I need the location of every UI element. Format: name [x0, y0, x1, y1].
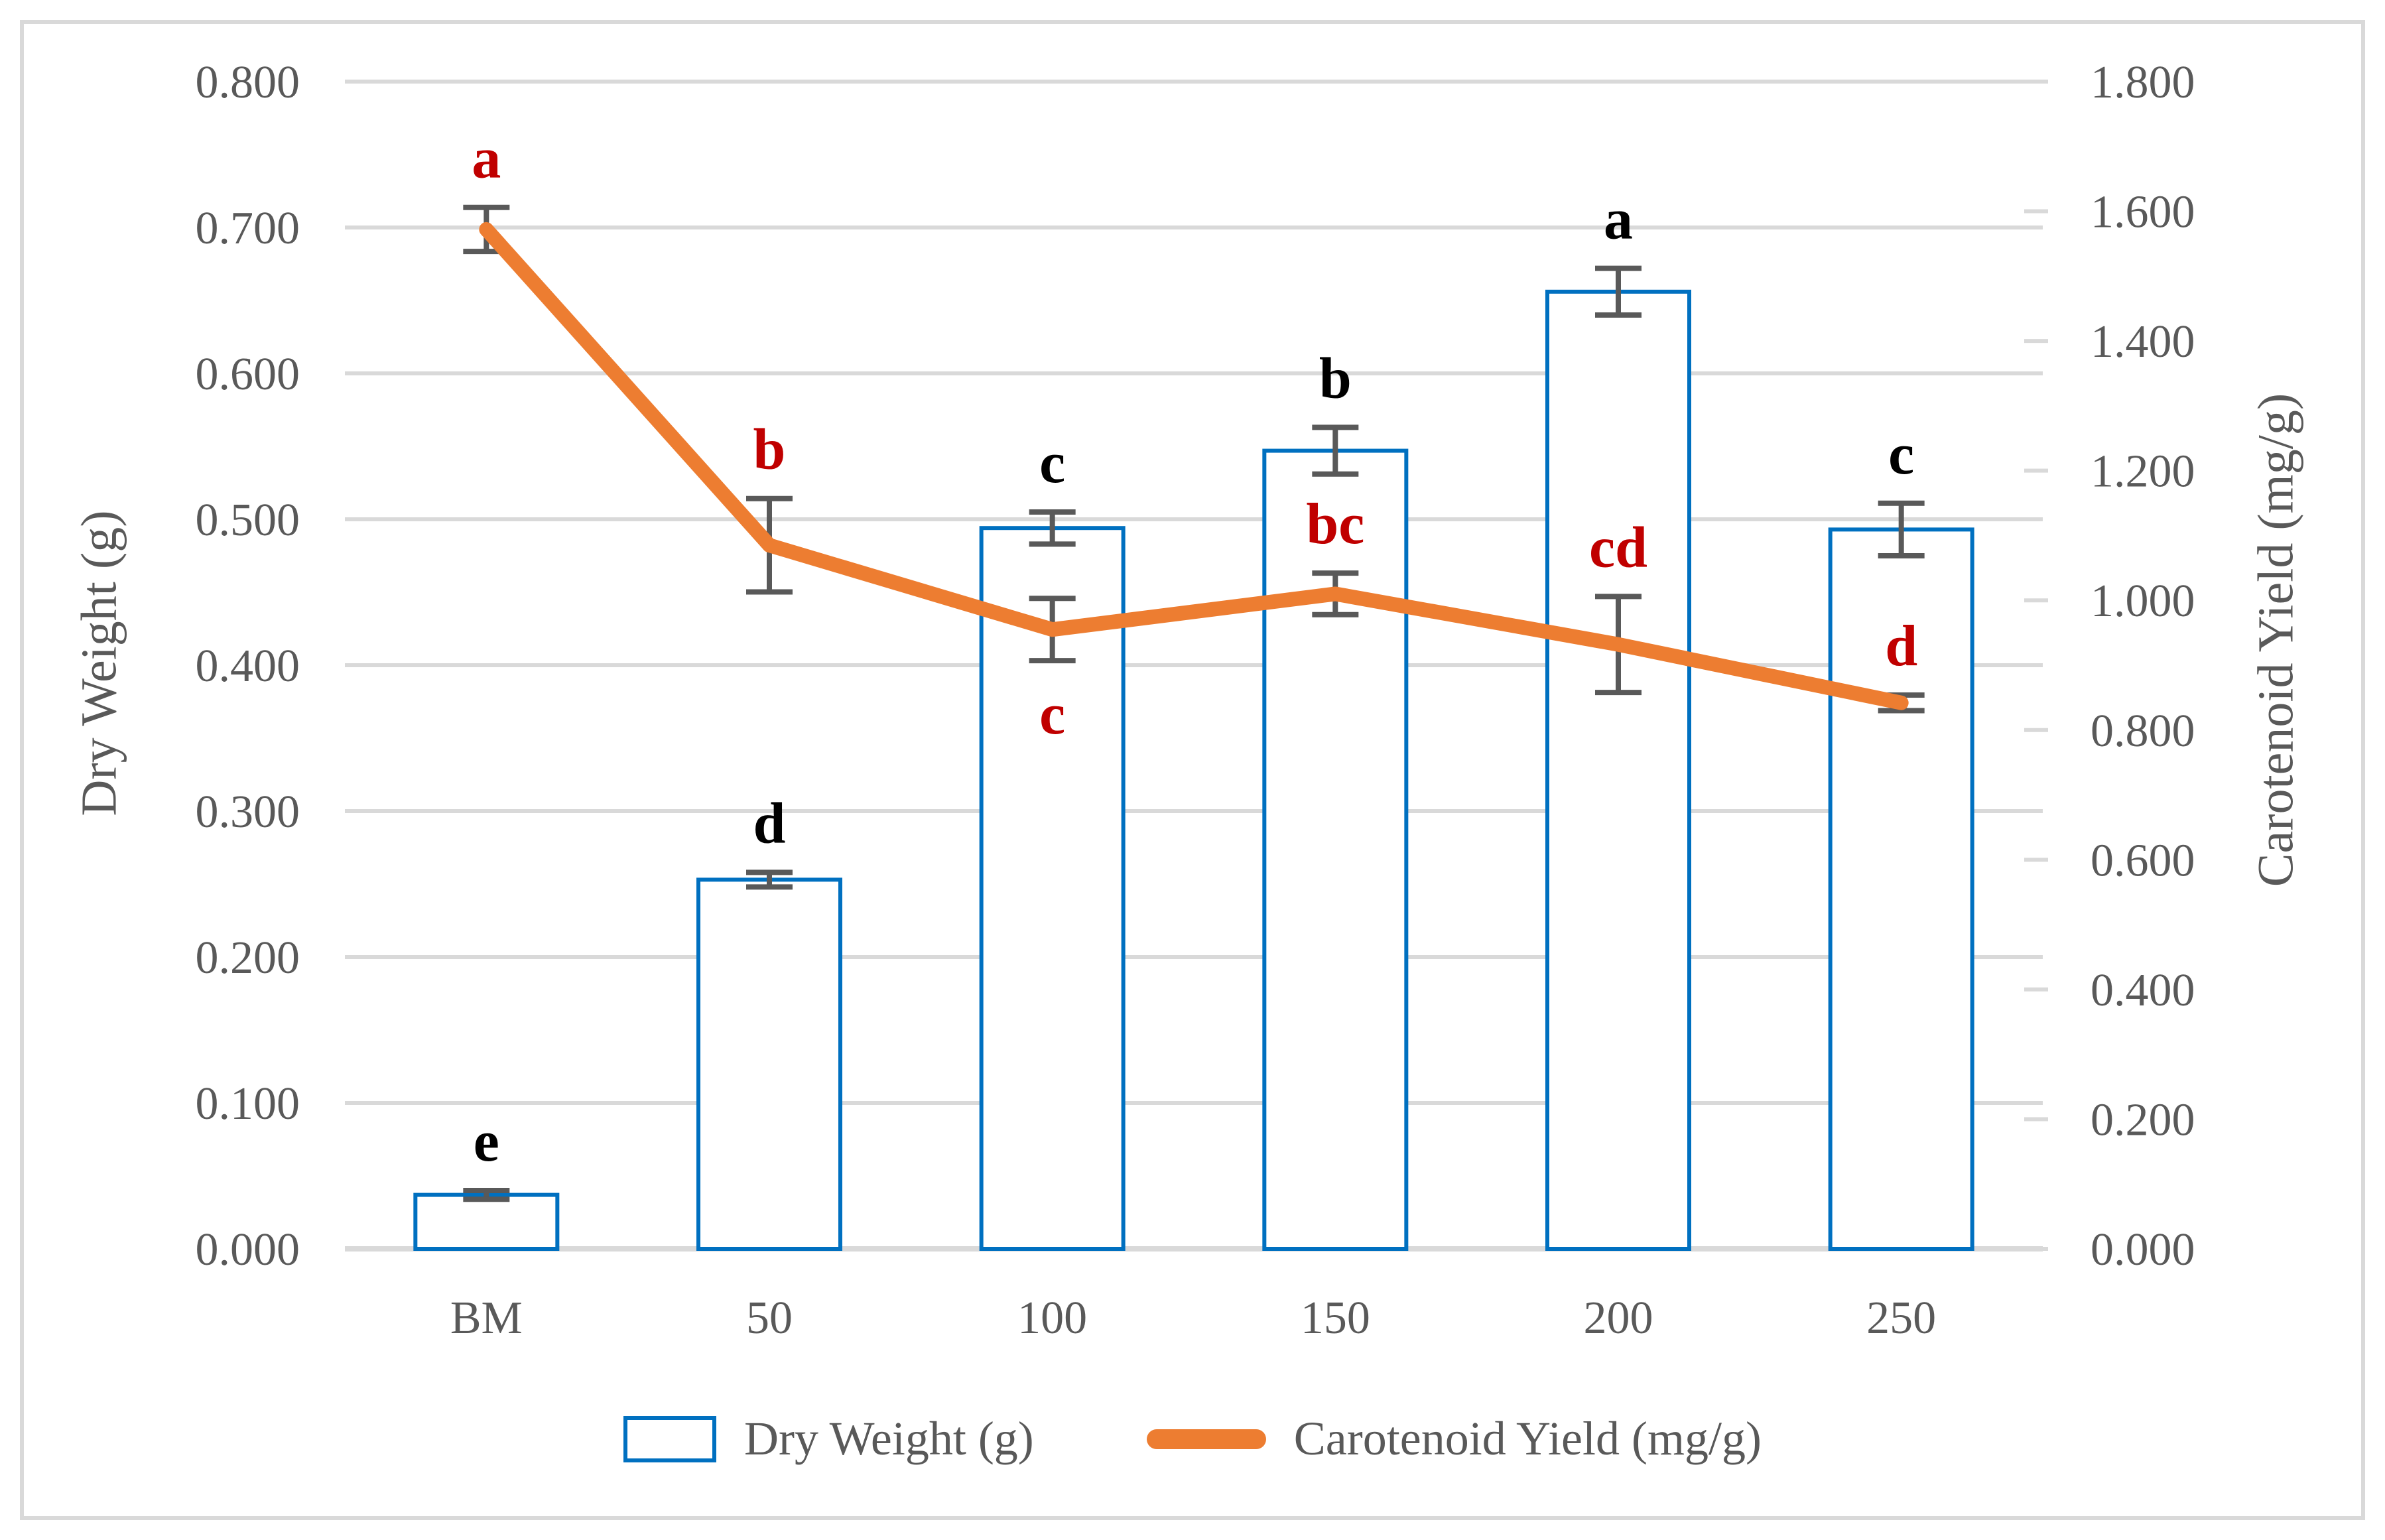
- bar-letter: c: [1888, 422, 1914, 487]
- x-axis-label: 200: [1584, 1293, 1653, 1344]
- x-axis-label: 150: [1301, 1293, 1370, 1344]
- bar-letter: b: [1319, 346, 1352, 411]
- line-letter: c: [1039, 682, 1065, 747]
- right-axis-tick-label: 1.800: [2091, 57, 2195, 108]
- x-axis-label: 100: [1017, 1293, 1087, 1344]
- right-axis-tick-label: 1.400: [2091, 316, 2195, 367]
- bar: [1545, 289, 1691, 1251]
- bar-letter: e: [474, 1110, 499, 1174]
- bar: [413, 1192, 560, 1251]
- line-letter: a: [472, 127, 501, 191]
- line-letter: b: [753, 418, 786, 482]
- bar-letter: a: [1604, 188, 1633, 252]
- right-axis-tick-label: 1.200: [2091, 446, 2195, 497]
- left-axis-tick-label: 0.600: [196, 349, 300, 400]
- left-axis-tick-label: 0.400: [196, 641, 300, 692]
- bar: [1828, 527, 1974, 1251]
- left-axis-title: Dry Weight (g): [71, 510, 127, 816]
- x-axis-label: BM: [450, 1293, 523, 1344]
- right-axis-tick-label: 0.400: [2091, 965, 2195, 1016]
- left-axis-tick-label: 0.500: [196, 495, 300, 546]
- x-axis-label: 50: [746, 1293, 793, 1344]
- legend-label-carotenoid-yield: Carotenoid Yield (mg/g): [1293, 1412, 1762, 1465]
- x-axis-label: 250: [1866, 1293, 1936, 1344]
- right-axis-tick-label: 0.600: [2091, 835, 2195, 886]
- line-letter: d: [1885, 614, 1917, 678]
- right-axis-tick-label: 0.800: [2091, 706, 2195, 757]
- left-axis-tick-label: 0.200: [196, 932, 300, 984]
- left-axis-tick-label: 0.300: [196, 787, 300, 838]
- bar: [1262, 448, 1409, 1251]
- left-axis-tick-label: 0.100: [196, 1078, 300, 1129]
- bar-letter: d: [753, 791, 786, 856]
- left-axis-tick-label: 0.700: [196, 203, 300, 254]
- legend: Dry Weight (g) Carotenoid Yield (mg/g): [0, 1411, 2385, 1466]
- right-axis-tick-label: 0.000: [2091, 1224, 2195, 1275]
- right-axis-tick-label: 0.200: [2091, 1094, 2195, 1145]
- left-axis-tick-label: 0.000: [196, 1224, 300, 1275]
- legend-line-swatch-icon: [1146, 1429, 1266, 1449]
- carotenoid-line: [479, 222, 1909, 710]
- legend-item-dry-weight: Dry Weight (g): [623, 1411, 1034, 1466]
- right-axis-tick-label: 1.600: [2091, 187, 2195, 238]
- legend-label-dry-weight: Dry Weight (g): [744, 1412, 1034, 1465]
- right-axis-tick-label: 1.000: [2091, 576, 2195, 627]
- line-letter: bc: [1306, 492, 1364, 556]
- bar: [696, 877, 842, 1251]
- legend-item-carotenoid-yield: Carotenoid Yield (mg/g): [1146, 1411, 1762, 1466]
- left-axis-tick-label: 0.800: [196, 57, 300, 108]
- line-letter: cd: [1589, 515, 1647, 580]
- bar-letter: c: [1039, 431, 1065, 495]
- legend-bar-swatch-icon: [623, 1415, 716, 1462]
- right-axis-title: Carotenoid Yield (mg/g): [2248, 393, 2304, 887]
